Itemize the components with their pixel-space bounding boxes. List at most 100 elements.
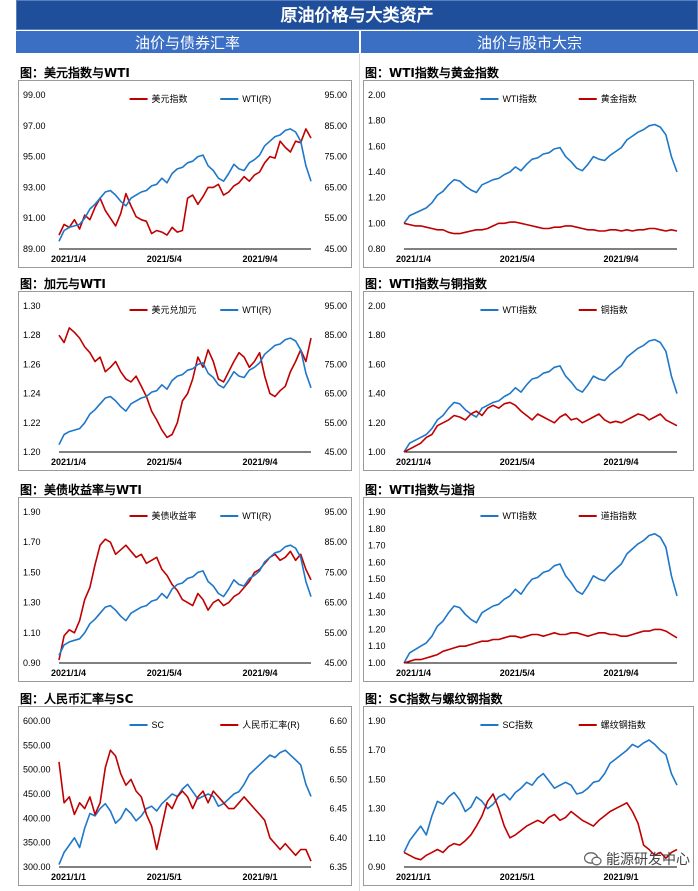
chart-frame: 600.00 550.00 500.00 450.00 400.00 350.00 300.… xyxy=(18,706,352,886)
left-tick-label: 1.50 xyxy=(368,574,386,584)
x-tick-label: 2021/5/4 xyxy=(147,668,182,678)
series-line-1 xyxy=(58,749,312,862)
left-tick-label: 1.10 xyxy=(368,833,386,843)
left-tick-label: 2.00 xyxy=(368,301,386,311)
chart-svg: 2.00 1.80 1.60 1.40 1.20 1.00 2021/1/4 2021/5/4… xyxy=(368,301,678,467)
chart-title: 图：美债收益率与WTI xyxy=(20,483,142,497)
right-tick-label: 75.00 xyxy=(324,152,347,162)
left-tick-label: 1.00 xyxy=(368,658,386,668)
section-header-left: 油价与债券汇率 xyxy=(16,30,360,54)
series-line-0 xyxy=(58,327,312,439)
series-line-0 xyxy=(58,538,312,661)
legend-label: 美元指数 xyxy=(152,93,188,104)
right-tick-label: 55.00 xyxy=(324,418,347,428)
chart-frame: 1.90 1.70 1.50 1.30 1.10 0.90 95.00 85.00 75.00 6… xyxy=(18,497,352,682)
section-header-right: 油价与股市大宗 xyxy=(361,30,698,54)
right-tick-label: 85.00 xyxy=(324,537,347,547)
chart-panel-cny: 图：人民币汇率与SC 600.00 550.00 500.00 450.00 400.00… xyxy=(16,688,356,888)
chart-svg: 99.00 97.00 95.00 93.00 91.00 89.00 95.00 85.00… xyxy=(23,90,347,264)
legend-label: 美债收益率 xyxy=(152,510,197,521)
chart-panel-usd: 图：美元指数与WTI 99.00 97.00 95.00 93.00 91.00 89.00… xyxy=(16,62,356,270)
chart-svg: 1.30 1.28 1.26 1.24 1.22 1.20 95.00 85.00 75.00 6… xyxy=(23,301,347,467)
right-tick-label: 75.00 xyxy=(324,567,347,577)
left-tick-label: 2.00 xyxy=(368,90,386,100)
left-tick-label: 1.90 xyxy=(23,507,41,517)
x-tick-label: 2021/9/4 xyxy=(243,668,278,678)
x-tick-label: 2021/1/4 xyxy=(396,668,431,678)
watermark-text: 能源研发中心 xyxy=(606,852,690,868)
left-tick-label: 0.80 xyxy=(368,244,386,254)
left-tick-label: 1.60 xyxy=(368,141,386,151)
chart-svg: 600.00 550.00 500.00 450.00 400.00 350.00 300.… xyxy=(23,716,347,882)
left-tick-label: 1.10 xyxy=(368,641,386,651)
x-tick-label: 2021/1/4 xyxy=(51,668,86,678)
legend-label: 美元兑加元 xyxy=(152,304,197,315)
left-tick-label: 1.26 xyxy=(23,359,41,369)
chart-svg: 1.90 1.80 1.70 1.60 1.50 1.40 1.30 1.20 1.10 1.00… xyxy=(368,507,678,678)
right-tick-label: 55.00 xyxy=(324,628,347,638)
x-tick-label: 2021/9/4 xyxy=(243,457,278,467)
left-tick-label: 1.30 xyxy=(368,804,386,814)
x-tick-label: 2021/9/4 xyxy=(603,457,638,467)
legend-label: SC指数 xyxy=(502,719,533,730)
series-line-1 xyxy=(403,221,678,235)
legend-label: 道指指数 xyxy=(601,510,637,521)
series-line-1 xyxy=(58,128,312,242)
left-tick-label: 1.80 xyxy=(368,330,386,340)
legend-label: 人民币汇率(R) xyxy=(242,719,300,730)
x-tick-label: 2021/1/4 xyxy=(51,457,86,467)
left-tick-label: 350.00 xyxy=(23,838,51,848)
chart-title: 图：加元与WTI xyxy=(20,277,106,291)
left-tick-label: 1.60 xyxy=(368,557,386,567)
x-tick-label: 2021/5/1 xyxy=(500,872,535,882)
legend-label: WTI指数 xyxy=(502,304,537,315)
legend-label: WTI指数 xyxy=(502,510,537,521)
chart-frame: 99.00 97.00 95.00 93.00 91.00 89.00 95.00 85.00… xyxy=(18,80,352,268)
right-tick-label: 95.00 xyxy=(324,301,347,311)
left-tick-label: 600.00 xyxy=(23,716,51,726)
chart-title: 图：WTI指数与铜指数 xyxy=(365,277,487,291)
chart-title: 图：SC指数与螺纹钢指数 xyxy=(365,692,503,706)
chart-panel-copper: 图：WTI指数与铜指数 2.00 1.80 1.60 1.40 1.20 1.00 2021/… xyxy=(361,273,698,473)
chart-svg: 1.90 1.70 1.50 1.30 1.10 0.90 95.00 85.00 75.00 6… xyxy=(23,507,347,678)
series-line-1 xyxy=(403,628,678,664)
chart-panel-gold: 图：WTI指数与黄金指数 2.00 1.80 1.60 1.40 1.20 1.00 0.80… xyxy=(361,62,698,270)
right-tick-label: 75.00 xyxy=(324,359,347,369)
left-tick-label: 1.28 xyxy=(23,330,41,340)
left-tick-label: 1.60 xyxy=(368,359,386,369)
left-tick-label: 95.00 xyxy=(23,152,46,162)
x-tick-label: 2021/5/4 xyxy=(500,254,535,264)
left-tick-label: 1.40 xyxy=(368,167,386,177)
left-tick-label: 1.90 xyxy=(368,716,386,726)
left-tick-label: 1.50 xyxy=(368,774,386,784)
left-tick-label: 99.00 xyxy=(23,90,46,100)
legend-label: WTI指数 xyxy=(502,93,537,104)
left-tick-label: 1.24 xyxy=(23,389,41,399)
chart-frame: 2.00 1.80 1.60 1.40 1.20 1.00 0.80 2021/1/4 2021… xyxy=(363,80,694,268)
right-tick-label: 6.60 xyxy=(329,716,347,726)
legend-label: SC xyxy=(152,720,165,730)
left-tick-label: 1.70 xyxy=(368,745,386,755)
watermark: 能源研发中心 xyxy=(584,849,690,869)
right-tick-label: 6.40 xyxy=(329,833,347,843)
x-tick-label: 2021/5/4 xyxy=(500,457,535,467)
chart-title: 图：人民币汇率与SC xyxy=(20,692,134,706)
left-tick-label: 1.70 xyxy=(23,537,41,547)
right-tick-label: 95.00 xyxy=(324,90,347,100)
chart-panel-dow: 图：WTI指数与道指 1.90 1.80 1.70 1.60 1.50 1.40 1.30 1.… xyxy=(361,479,698,684)
chart-panel-ust: 图：美债收益率与WTI 1.90 1.70 1.50 1.30 1.10 0.90 95.00… xyxy=(16,479,356,684)
x-tick-label: 2021/5/4 xyxy=(500,668,535,678)
series-line-0 xyxy=(58,128,312,236)
right-tick-label: 45.00 xyxy=(324,658,347,668)
left-tick-label: 93.00 xyxy=(23,182,46,192)
legend-label: WTI(R) xyxy=(242,305,271,315)
series-line-1 xyxy=(403,401,678,453)
right-tick-label: 65.00 xyxy=(324,182,347,192)
series-line-0 xyxy=(403,338,678,453)
right-tick-label: 6.35 xyxy=(329,862,347,872)
left-tick-label: 1.70 xyxy=(368,541,386,551)
left-tick-label: 1.10 xyxy=(23,628,41,638)
right-tick-label: 6.45 xyxy=(329,804,347,814)
x-tick-label: 2021/1/4 xyxy=(396,457,431,467)
left-tick-label: 500.00 xyxy=(23,765,51,775)
